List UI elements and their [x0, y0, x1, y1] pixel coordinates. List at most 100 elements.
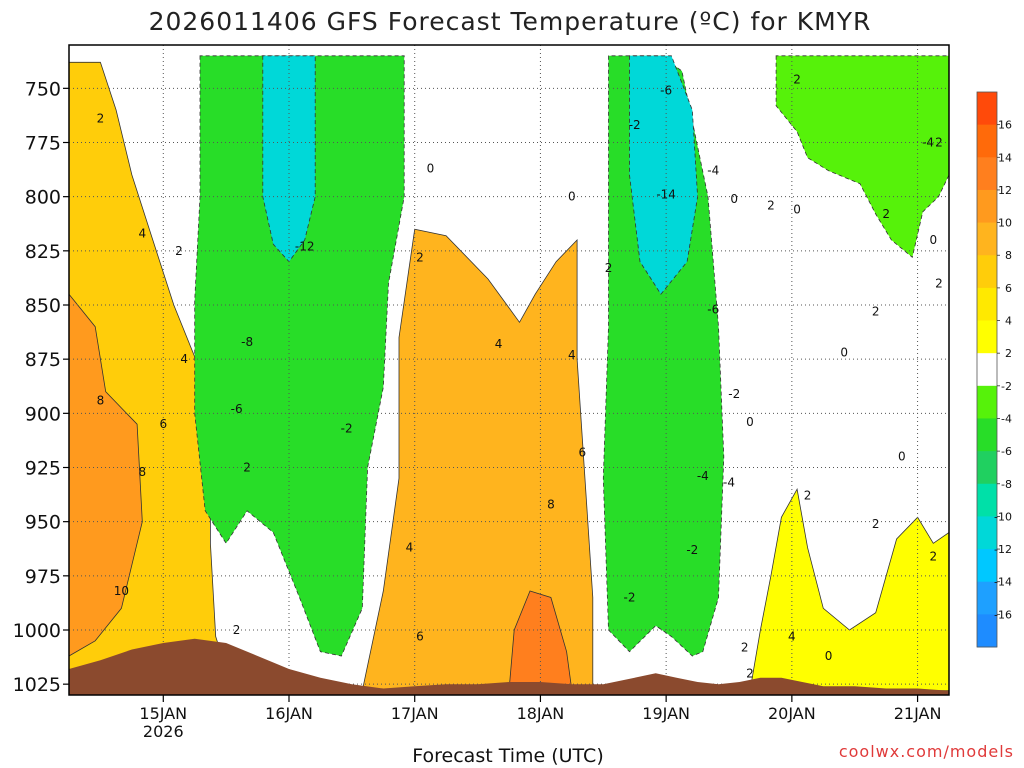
colorbar-label--4: -4	[1001, 412, 1012, 425]
contour-label-14: 0	[427, 162, 435, 176]
contour-label-13: -2	[341, 422, 353, 436]
colorbar-label-12: 12	[998, 184, 1012, 197]
ytick-label-925: 925	[25, 458, 61, 480]
contour-label-24: -2	[629, 118, 641, 132]
contour-label-19: 8	[547, 497, 555, 511]
contour-label-34: -2	[686, 543, 698, 557]
contour-label-36: 2	[767, 198, 775, 212]
contour-label-44: 0	[929, 233, 937, 247]
contour-label-22: 0	[568, 190, 576, 204]
colorbar-label--8: -8	[1001, 478, 1012, 491]
colorbar-label--10: -10	[994, 510, 1012, 523]
colorbar-swatch-13	[977, 516, 997, 550]
colorbar-swatch-12	[977, 483, 997, 517]
plot-area: 24248681022-6-8-12-20244684602-2-6-14-4-…	[68, 44, 950, 696]
ytick-label-975: 975	[25, 566, 61, 588]
colorbar-label-8: 8	[1005, 249, 1012, 262]
colorbar-swatch-2	[977, 157, 997, 191]
contour-label-6: 8	[139, 465, 147, 479]
ytick-label-800: 800	[25, 187, 61, 209]
xtick-label-21JAN: 21JAN	[894, 704, 942, 723]
x-axis-title: Forecast Time (UTC)	[412, 745, 603, 767]
xtick-label-20JAN: 20JAN	[768, 704, 816, 723]
contour-label-30: -2	[728, 387, 740, 401]
region-cold-16jan	[194, 55, 405, 657]
contour-label-45: 2	[935, 276, 943, 290]
contour-label-41: 2	[882, 207, 890, 221]
contour-label-33: -4	[723, 476, 735, 490]
terrain-surface	[69, 638, 949, 695]
region-core-16jan	[262, 55, 316, 263]
xtick-label-16JAN: 16JAN	[265, 704, 313, 723]
contour-labels: 24248681022-6-8-12-20244684602-2-6-14-4-…	[97, 73, 943, 681]
contour-label-25: -6	[660, 84, 672, 98]
contour-label-17: 4	[568, 348, 576, 362]
contour-label-50: 2	[741, 640, 749, 654]
contour-label-2: 2	[175, 244, 183, 258]
contour-label-53: 0	[825, 649, 833, 663]
contour-label-26: -14	[656, 188, 676, 202]
xtick-label-17JAN: 17JAN	[391, 704, 439, 723]
contour-label-27: -4	[707, 164, 719, 178]
contour-label-51: 2	[746, 666, 754, 680]
ytick-label-1000: 1000	[13, 620, 61, 642]
contour-label-1: 4	[139, 227, 147, 241]
credit-link[interactable]: coolwx.com/models	[839, 742, 1014, 761]
contour-label-31: 0	[746, 415, 754, 429]
colorbar: 16 14 12 10 8 6 4 2 -2 -4 -6 -8 -10 -12 -14 -16	[976, 91, 1012, 648]
colorbar-label--12: -12	[994, 543, 1012, 556]
colorbar-swatch-15	[977, 581, 997, 615]
colorbar-label-10: 10	[998, 217, 1012, 230]
contour-label-5: 6	[159, 417, 167, 431]
colorbar-label-14: 14	[998, 151, 1012, 164]
ytick-label-1025: 1025	[13, 674, 61, 696]
contour-label-40: 2	[872, 305, 880, 319]
contour-label-4: 8	[97, 393, 105, 407]
ytick-label-750: 750	[25, 78, 61, 100]
colorbar-swatch-14	[977, 549, 997, 583]
ytick-label-875: 875	[25, 349, 61, 371]
colorbar-swatch-3	[977, 189, 997, 224]
terrain	[69, 638, 949, 695]
colorbar-swatch-8	[977, 353, 997, 387]
colorbar-swatch-1	[977, 124, 997, 158]
colorbar-frame	[976, 91, 998, 648]
region-warm-17-18jan	[361, 228, 594, 692]
contour-label-49: 2	[929, 549, 937, 563]
colorbar-swatch-16	[977, 614, 997, 648]
colorbar-label--16: -16	[994, 608, 1012, 621]
xtick-label-18JAN: 18JAN	[517, 704, 565, 723]
colorbar-label-16: 16	[998, 119, 1012, 132]
colorbar-swatch-0	[977, 92, 997, 126]
temperature-regions	[69, 55, 949, 692]
gridlines	[69, 45, 949, 695]
contour-label-32: -4	[697, 469, 709, 483]
colorbar-swatch-9	[977, 385, 997, 419]
colorbar-swatch-11	[977, 451, 997, 485]
contour-label-29: 0	[730, 192, 738, 206]
contour-label-0: 2	[97, 112, 105, 126]
contour-label-12: -12	[295, 240, 315, 254]
contour-label-47: 2	[804, 489, 812, 503]
contour-label-11: -8	[241, 335, 253, 349]
colorbar-label--6: -6	[1001, 445, 1012, 458]
contour-label-20: 4	[406, 541, 414, 555]
contour-label-42: -4	[922, 136, 934, 150]
colorbar-swatch-10	[977, 418, 997, 452]
contour-label-18: 6	[579, 445, 587, 459]
colorbar-swatch-5	[977, 255, 997, 289]
contour-label-10: -6	[231, 402, 243, 416]
ytick-label-900: 900	[25, 403, 61, 425]
contour-label-43: 2	[935, 136, 943, 150]
colorbar-label-6: 6	[1005, 282, 1012, 295]
contour-label-23: 2	[605, 261, 613, 275]
contour-label-35: -2	[623, 591, 635, 605]
contour-label-48: 2	[872, 517, 880, 531]
ytick-label-825: 825	[25, 241, 61, 263]
colorbar-label-2: 2	[1005, 347, 1012, 360]
chart-title: 2026011406 GFS Forecast Temperature (ºC)…	[149, 7, 872, 36]
contour-label-9: 2	[243, 461, 251, 475]
